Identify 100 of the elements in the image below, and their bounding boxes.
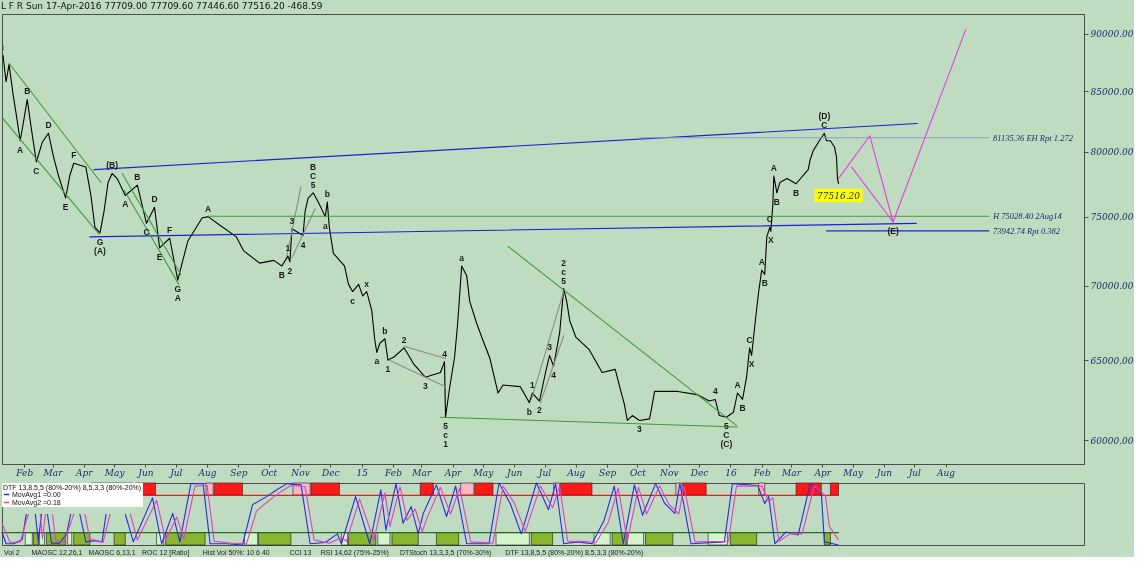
x-tick-label: Aug bbox=[197, 467, 217, 478]
x-tick-label: Mar bbox=[42, 467, 64, 478]
annotation: B bbox=[278, 269, 285, 280]
annotation: a bbox=[322, 220, 328, 231]
x-tick-label: Jun bbox=[874, 467, 893, 478]
annotation: 3 bbox=[289, 215, 295, 226]
x-tick-label: Apr bbox=[813, 467, 832, 478]
annotation: c bbox=[443, 430, 449, 441]
annotation: B bbox=[134, 172, 141, 183]
annotation: B bbox=[761, 278, 768, 289]
annotation: A bbox=[17, 144, 24, 155]
x-tick-label: May bbox=[103, 467, 126, 478]
annotation: B bbox=[739, 403, 746, 414]
annotation: b bbox=[526, 406, 532, 417]
x-tick-label: Mar bbox=[411, 467, 432, 478]
annotation: A bbox=[122, 199, 129, 210]
annotation: 5 bbox=[561, 275, 567, 286]
x-tick-label: May bbox=[842, 467, 864, 478]
annotation: 4 bbox=[551, 370, 557, 381]
annotation: 5 bbox=[443, 421, 449, 432]
chart-title: L F R Sun 17-Apr-2016 77709.00 77709.60 77446.60 77516.20 -468.59 bbox=[0, 1, 323, 11]
annotation: C bbox=[33, 166, 40, 177]
y-tick-label: 75000.00 bbox=[1090, 212, 1134, 223]
annotation: a bbox=[374, 356, 380, 367]
annotation: 3 bbox=[422, 381, 428, 392]
x-tick-label: Apr bbox=[443, 467, 463, 478]
x-tick-label: Aug bbox=[566, 467, 586, 478]
annotation: A bbox=[770, 163, 777, 174]
annotation: A bbox=[205, 203, 212, 214]
annotation: (A) bbox=[94, 245, 107, 256]
annotation: 2 bbox=[537, 405, 543, 416]
y-tick-label: 70000.00 bbox=[1090, 281, 1134, 292]
x-tick-label: May bbox=[472, 467, 495, 478]
x-tick-label: Nov bbox=[659, 467, 679, 478]
annotation: 1 bbox=[285, 243, 291, 254]
x-tick-label: Dec bbox=[321, 467, 340, 478]
annotation: E bbox=[62, 202, 69, 213]
annotation: B bbox=[310, 161, 317, 172]
x-tick-label: Jul bbox=[906, 467, 922, 478]
x-tick-label: Mar bbox=[781, 467, 802, 478]
y-tick-label: 60000.00 bbox=[1090, 435, 1134, 446]
y-tick-label: 90000.00 bbox=[1090, 29, 1134, 40]
annotation: 2 bbox=[287, 265, 293, 276]
annotation: F bbox=[167, 225, 173, 236]
x-tick-label: Aug bbox=[936, 467, 956, 478]
y-tick-label: 80000.00 bbox=[1090, 147, 1134, 158]
annotation: C bbox=[821, 120, 828, 131]
x-tick-label: Feb bbox=[15, 467, 34, 478]
y-tick-label: 65000.00 bbox=[1090, 355, 1134, 366]
annotation: (D) bbox=[818, 111, 831, 122]
annotation: 1 bbox=[443, 439, 449, 450]
annotation: 5 bbox=[310, 179, 316, 190]
annotation: C bbox=[310, 170, 317, 181]
x-tick-label: Sep bbox=[599, 467, 617, 478]
annotation: A bbox=[734, 380, 741, 391]
x-tick-label: Jul bbox=[536, 467, 552, 478]
x-tick-label: Nov bbox=[290, 467, 310, 478]
annotation: 1 bbox=[385, 364, 391, 375]
annotation: B bbox=[24, 86, 31, 97]
x-tick-label: Oct bbox=[261, 467, 278, 478]
x-tick-label: Jun bbox=[136, 467, 154, 478]
annotation: 4 bbox=[442, 348, 448, 359]
annotation: A bbox=[174, 293, 181, 304]
annotation: 1 bbox=[530, 380, 536, 391]
annotation: B bbox=[793, 187, 800, 198]
annotation: 3 bbox=[637, 424, 643, 435]
annotation: 2 bbox=[401, 334, 407, 345]
annotation: 2 bbox=[561, 257, 567, 268]
annotation: 3 bbox=[547, 342, 553, 353]
annotation: b bbox=[382, 325, 388, 336]
annotation: ↓ bbox=[0, 42, 6, 53]
annotation: D bbox=[45, 120, 52, 131]
annotation: C bbox=[723, 430, 730, 441]
x-tick-label: Dec bbox=[689, 467, 709, 478]
x-tick-label: Feb bbox=[752, 467, 771, 478]
annotation: (C) bbox=[720, 439, 733, 450]
data-label: 77516.20 bbox=[817, 190, 861, 201]
x-tick-label: 16 bbox=[725, 467, 737, 478]
annotation: 4 bbox=[712, 386, 718, 397]
x-tick-label: Feb bbox=[384, 467, 403, 478]
annotation: B bbox=[773, 196, 780, 207]
x-tick-label: Oct bbox=[629, 467, 647, 478]
annotation: H 75028.40 2Aug14 bbox=[992, 211, 1063, 222]
annotation: a bbox=[459, 252, 465, 263]
annotation: 4 bbox=[300, 239, 306, 250]
annotation: c bbox=[561, 266, 567, 277]
x-tick-label: 15 bbox=[356, 467, 369, 478]
annotation: b bbox=[324, 189, 330, 200]
y-tick-label: 85000.00 bbox=[1090, 86, 1134, 97]
annotation: x bbox=[364, 278, 370, 289]
annotation: 73942.74 Rpt 0.382 bbox=[993, 225, 1061, 236]
annotation: X bbox=[748, 359, 755, 370]
annotation: X bbox=[767, 235, 774, 246]
annotation: c bbox=[350, 295, 356, 306]
annotation: 81135.36 EH Rpt 1.272 bbox=[993, 132, 1074, 143]
annotation: (B) bbox=[106, 160, 119, 171]
x-tick-label: Jul bbox=[168, 467, 183, 478]
annotation: C bbox=[746, 334, 753, 345]
annotation: D bbox=[151, 194, 158, 205]
annotation: 5 bbox=[724, 421, 729, 432]
